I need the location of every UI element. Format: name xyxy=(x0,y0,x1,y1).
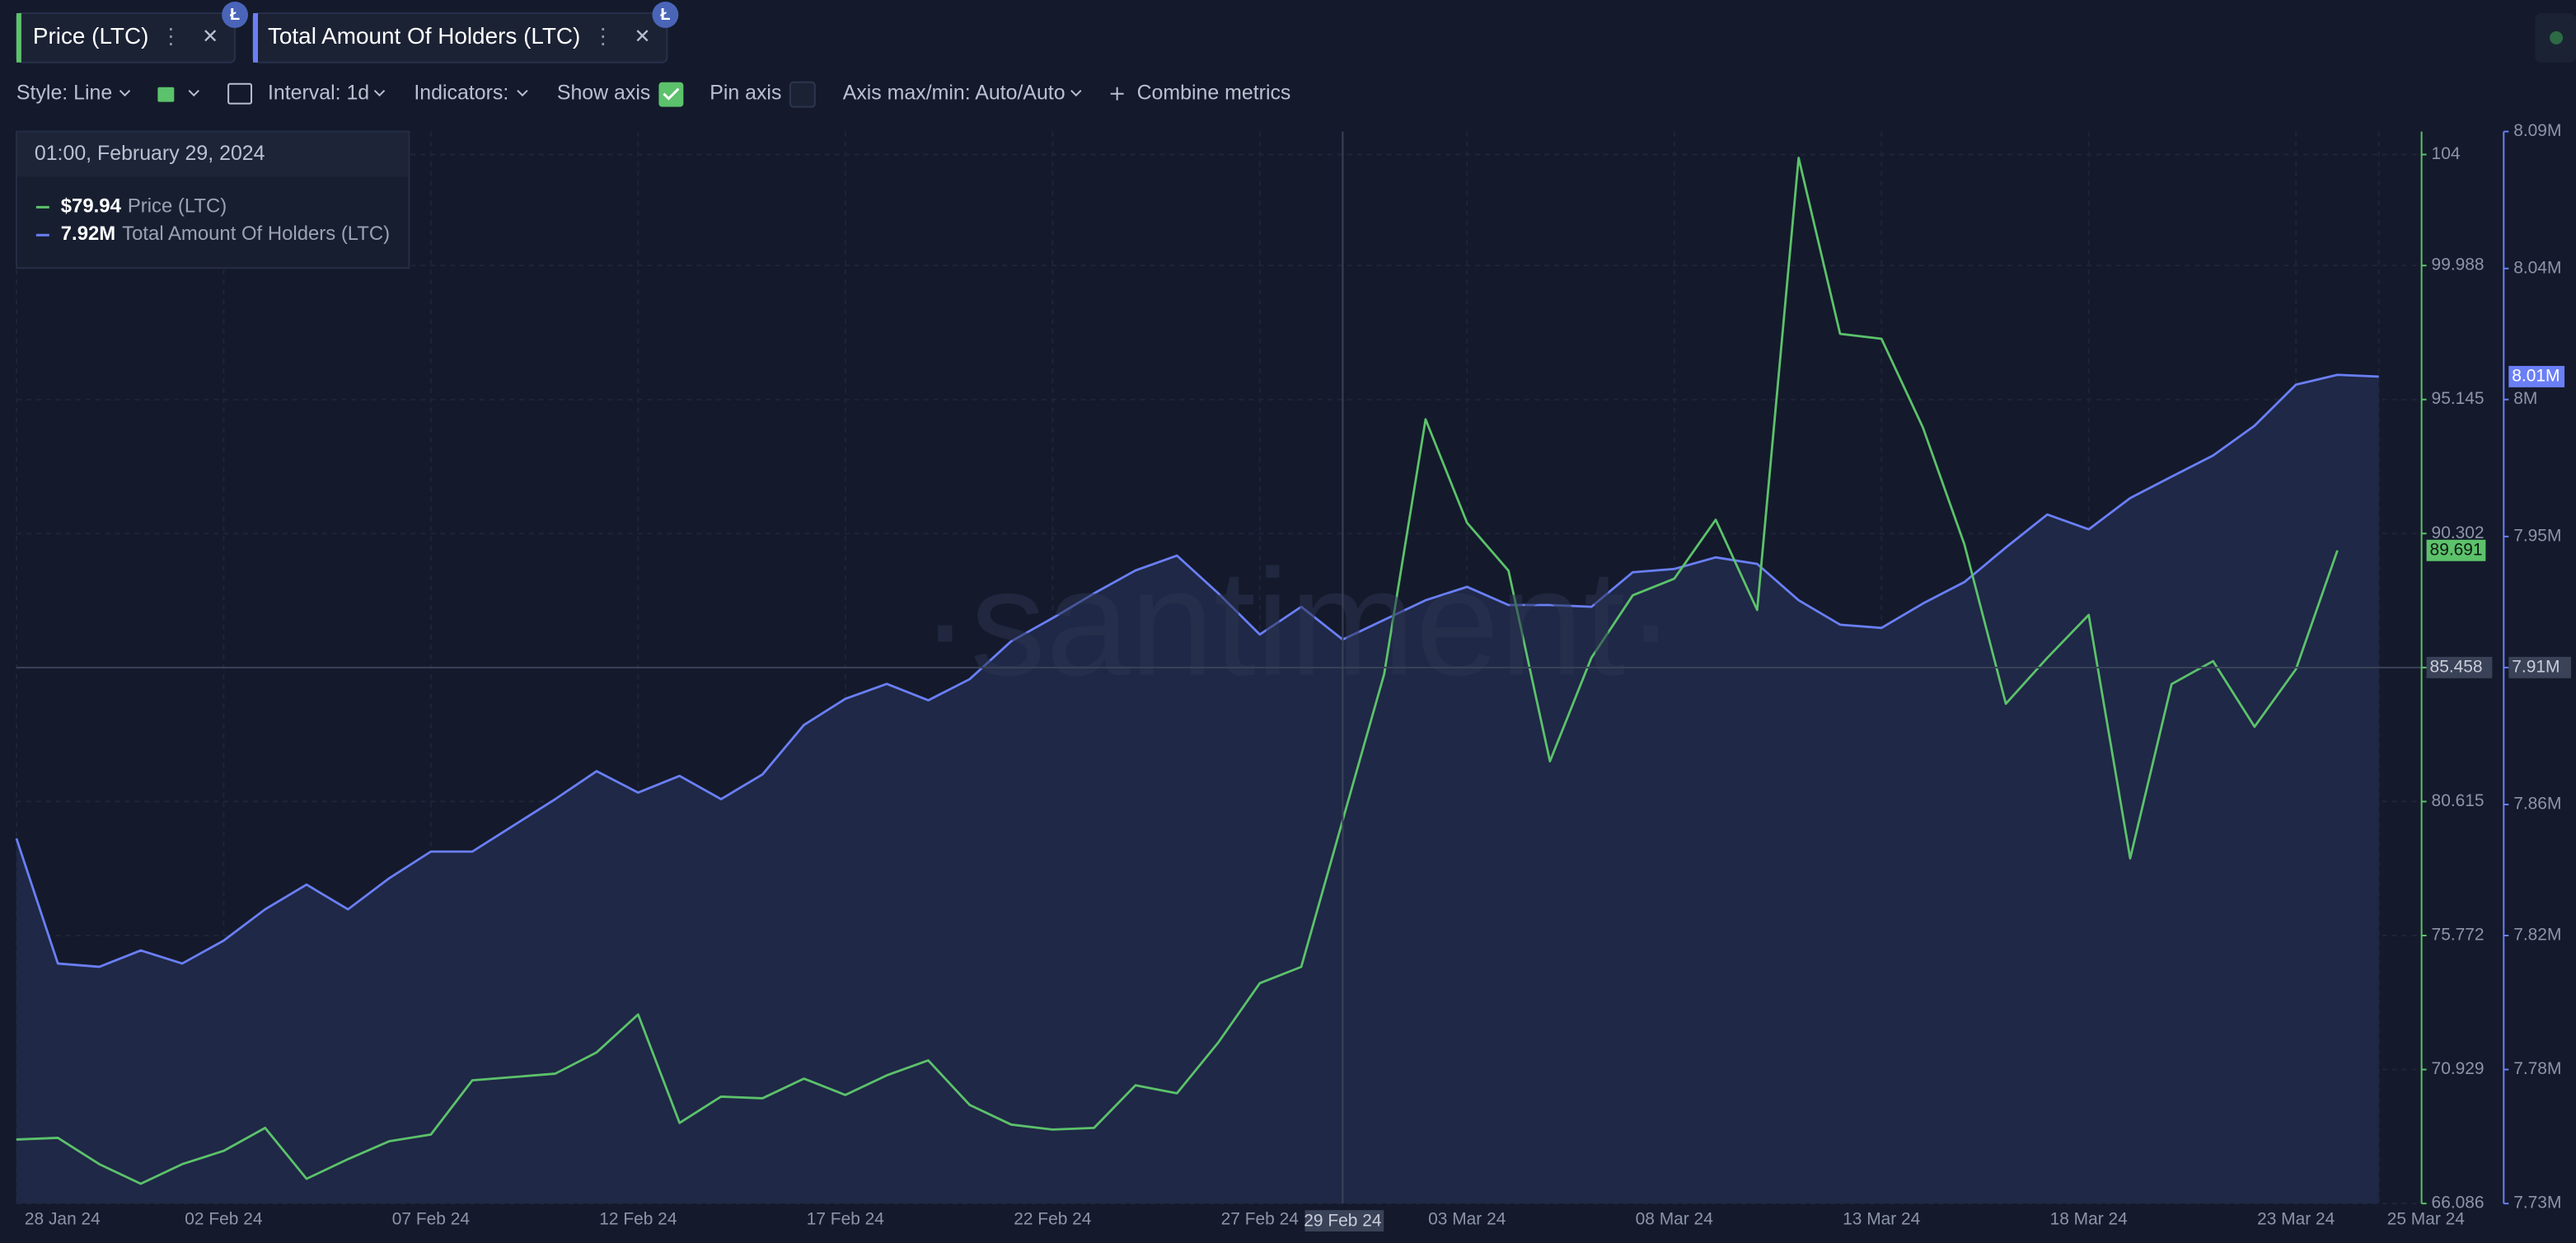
axis-minmax-select[interactable]: Axis max/min: Auto/Auto xyxy=(843,81,1066,104)
interval-icon xyxy=(227,82,253,105)
y-tick-label: 75.772 xyxy=(2432,926,2485,945)
crosshair-y-label: 85.458 xyxy=(2430,657,2483,676)
chevron xyxy=(188,90,199,97)
x-tick-label: 07 Feb 24 xyxy=(392,1210,471,1229)
x-tick-label: 25 Mar 24 xyxy=(2387,1210,2466,1229)
x-tick-label: 28 Jan 24 xyxy=(25,1210,101,1229)
style-select[interactable]: Style: Line xyxy=(16,81,112,104)
crosshair-y2-label-box xyxy=(2508,656,2572,678)
tooltip-item: $79.94 Price (LTC) xyxy=(61,195,227,218)
tab-label: Price (LTC) xyxy=(33,23,149,49)
y2-tick-label: 7.82M xyxy=(2513,926,2561,945)
tab-accent xyxy=(16,12,21,63)
x-tick-label: 02 Feb 24 xyxy=(185,1210,263,1229)
tooltip-name: Price (LTC) xyxy=(128,195,227,218)
y2-tick-label: 7.95M xyxy=(2513,526,2561,545)
x-tick-label: 23 Mar 24 xyxy=(2257,1210,2335,1229)
x-tick-label: 03 Mar 24 xyxy=(1428,1210,1506,1229)
series-area xyxy=(16,374,2379,1204)
pin-axis-checkbox[interactable] xyxy=(789,81,816,108)
watermark: ·santiment· xyxy=(920,537,1675,706)
crosshair-x-label-box xyxy=(1304,1210,1384,1232)
combine-metrics[interactable]: Combine metrics xyxy=(1137,81,1291,104)
tab-close[interactable]: ✕ xyxy=(202,26,218,48)
overlay: 66.086 70.929 75.772 80.615 85.458 90.302 95.1… xyxy=(15,121,2572,1232)
y2-tick-label: 8M xyxy=(2513,389,2537,408)
color-picker[interactable] xyxy=(157,87,175,102)
indicators-select[interactable]: Indicators: xyxy=(414,81,508,104)
metric-tab[interactable]: Total Amount Of Holders (LTC) ⋮ ✕ Ł xyxy=(252,1,679,63)
ltc-icon xyxy=(222,1,249,28)
crosshair-x-label: 29 Feb 24 xyxy=(1304,1212,1382,1231)
y-tick-label: 70.929 xyxy=(2432,1059,2485,1078)
metric-tab[interactable]: Price (LTC) ⋮ ✕ Ł xyxy=(15,1,249,63)
x-tick-label: 08 Mar 24 xyxy=(1636,1210,1714,1229)
chevron xyxy=(373,90,386,97)
ltc-icon-glyph: Ł xyxy=(660,6,670,24)
chevron xyxy=(1070,90,1082,97)
crosshair-y2-label: 7.91M xyxy=(2512,657,2560,676)
y2-tick-label: 7.73M xyxy=(2513,1194,2561,1213)
tab-label: Total Amount Of Holders (LTC) xyxy=(268,23,580,49)
last-holders-label: 8.01M xyxy=(2512,366,2560,385)
y-tick-label: 99.988 xyxy=(2432,256,2485,274)
x-tick-label: 13 Mar 24 xyxy=(1843,1210,1921,1229)
y-tick-label: 95.145 xyxy=(2432,389,2485,408)
y-tick-label: 80.615 xyxy=(2432,791,2485,810)
x-tick-label: 17 Feb 24 xyxy=(807,1210,885,1229)
series-line xyxy=(15,373,2379,969)
x-tick-label: 12 Feb 24 xyxy=(599,1210,677,1229)
y2-tick-label: 7.78M xyxy=(2513,1059,2561,1078)
tab-close[interactable]: ✕ xyxy=(634,26,650,48)
tooltip: 01:00, February 29, 2024 $79.94 Price (LTC… xyxy=(15,130,410,270)
tooltip-item: 7.92M Total Amount Of Holders (LTC) xyxy=(61,223,390,246)
tab-menu[interactable]: ⋮ xyxy=(160,26,181,49)
y2-tick-label: 8.09M xyxy=(2513,121,2561,140)
x-tick-label: 18 Mar 24 xyxy=(2050,1210,2129,1229)
y-tick-label: 90.302 xyxy=(2432,523,2485,542)
chevron xyxy=(517,90,528,97)
ltc-icon xyxy=(652,1,679,28)
interval-select[interactable]: Interval: 1d xyxy=(268,81,369,104)
y2-tick-label: 8.04M xyxy=(2513,258,2561,277)
chevron xyxy=(119,90,131,97)
pin-axis-label[interactable]: Pin axis xyxy=(710,81,781,104)
check-mark xyxy=(663,87,680,101)
plus-icon xyxy=(1110,87,1124,101)
x-tick-label: 27 Feb 24 xyxy=(1221,1210,1300,1229)
ltc-icon-glyph: Ł xyxy=(230,6,240,24)
tooltip-name: Total Amount Of Holders (LTC) xyxy=(122,223,390,246)
tooltip-value: $79.94 xyxy=(61,195,122,218)
series-line xyxy=(16,157,2339,1185)
tab-accent xyxy=(253,12,258,63)
show-axis-label[interactable]: Show axis xyxy=(557,81,650,104)
x-tick-label: 22 Feb 24 xyxy=(1014,1210,1092,1229)
y-tick-label: 66.086 xyxy=(2432,1194,2485,1213)
tooltip-value: 7.92M xyxy=(61,223,115,246)
tab-menu[interactable]: ⋮ xyxy=(592,26,614,49)
tooltip-header xyxy=(16,132,409,177)
last-price-label-box xyxy=(2426,539,2486,561)
status-dot xyxy=(2550,30,2564,45)
crosshair-y-label-box xyxy=(2426,656,2493,678)
last-holders-label-box xyxy=(2508,365,2565,387)
tooltip-title: 01:00, February 29, 2024 xyxy=(35,142,265,165)
last-price-label: 89.691 xyxy=(2430,540,2483,559)
y-tick-label: 104 xyxy=(2432,144,2461,163)
plot-area xyxy=(15,131,2422,1205)
y2-tick-label: 7.86M xyxy=(2513,795,2561,814)
